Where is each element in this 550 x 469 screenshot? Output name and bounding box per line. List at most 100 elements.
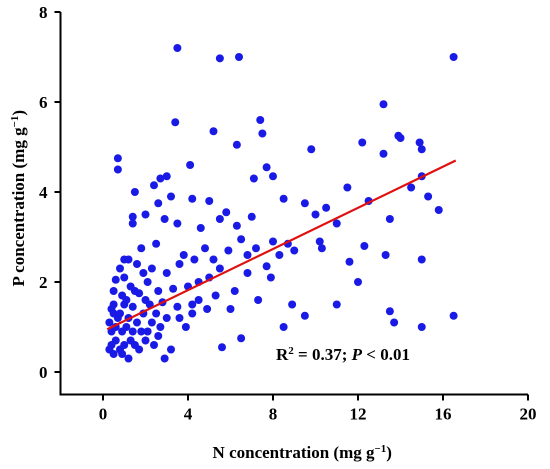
x-tick-label: 0 (99, 405, 108, 424)
point (169, 284, 178, 293)
point (222, 208, 231, 217)
point (120, 255, 129, 264)
point (105, 318, 114, 327)
point (354, 278, 362, 286)
point (249, 174, 258, 183)
point (385, 215, 394, 223)
point (379, 100, 388, 109)
x-tick-label: 20 (520, 405, 537, 424)
point (258, 129, 267, 138)
point (122, 296, 131, 304)
point (113, 165, 122, 174)
point (211, 291, 220, 300)
point (143, 327, 152, 336)
point (171, 118, 180, 127)
point (135, 345, 144, 354)
point (279, 194, 288, 203)
point (415, 138, 424, 147)
y-axis-label-part: ) (9, 110, 28, 116)
point (137, 327, 146, 336)
point (300, 311, 309, 320)
point (105, 345, 114, 354)
x-axis-label: N concentration (mg g−1) (213, 443, 392, 462)
point (226, 305, 235, 313)
point (167, 192, 175, 201)
point (128, 302, 137, 311)
x-tick-label: 16 (435, 405, 452, 424)
point (449, 53, 458, 61)
annotation-part: < 0.01 (362, 345, 410, 364)
point (130, 287, 139, 295)
y-tick-label: 4 (39, 183, 48, 202)
point (322, 203, 331, 212)
point (150, 341, 158, 349)
point (156, 323, 165, 331)
point (203, 305, 212, 313)
point (120, 341, 129, 349)
point (224, 246, 233, 255)
point (130, 188, 139, 196)
point (141, 336, 150, 345)
point (230, 287, 239, 295)
point (317, 244, 326, 253)
point (116, 264, 124, 273)
point (396, 134, 405, 142)
point (288, 300, 297, 309)
point (147, 264, 156, 273)
point (449, 311, 458, 320)
point (175, 314, 184, 322)
point (358, 138, 367, 147)
point (128, 219, 137, 228)
y-axis-label-part: −1 (9, 116, 21, 128)
x-axis-label-part: ) (386, 443, 392, 462)
point (360, 242, 369, 250)
point (179, 251, 188, 259)
annotation-part: = 0.37; (294, 345, 352, 364)
point (120, 273, 129, 282)
point (209, 127, 218, 136)
point (150, 181, 158, 190)
point (269, 172, 277, 181)
point (424, 192, 433, 201)
point (186, 161, 195, 169)
point (232, 221, 241, 230)
x-axis-label-part: N concentration (mg g (213, 443, 375, 462)
point (126, 336, 135, 345)
x-axis-label-part: −1 (375, 443, 387, 455)
point (343, 183, 352, 192)
point (147, 318, 156, 327)
point (275, 251, 284, 259)
point (300, 199, 309, 208)
point (235, 53, 243, 61)
point (109, 287, 118, 295)
point (434, 206, 443, 214)
point (113, 154, 122, 163)
point (332, 300, 341, 309)
annotation-part: P (351, 345, 363, 364)
point (133, 318, 141, 327)
point (201, 244, 209, 253)
annotation-part: 2 (288, 345, 294, 357)
point (156, 174, 165, 183)
point (269, 237, 277, 246)
y-axis-label: P concentration (mg g−1) (9, 110, 28, 287)
y-tick-label: 0 (39, 363, 48, 382)
point (116, 309, 124, 318)
point (243, 269, 252, 277)
point (141, 210, 150, 219)
x-tick-label: 8 (269, 405, 278, 424)
point (124, 354, 133, 363)
point (205, 197, 214, 205)
point (315, 237, 324, 246)
point (290, 246, 299, 255)
point (162, 314, 171, 322)
point (215, 264, 224, 273)
point (417, 255, 426, 264)
point (181, 323, 190, 331)
point (188, 300, 197, 309)
point (215, 215, 224, 223)
point (160, 215, 169, 223)
point (243, 251, 252, 259)
point (137, 244, 146, 253)
point (196, 224, 205, 232)
